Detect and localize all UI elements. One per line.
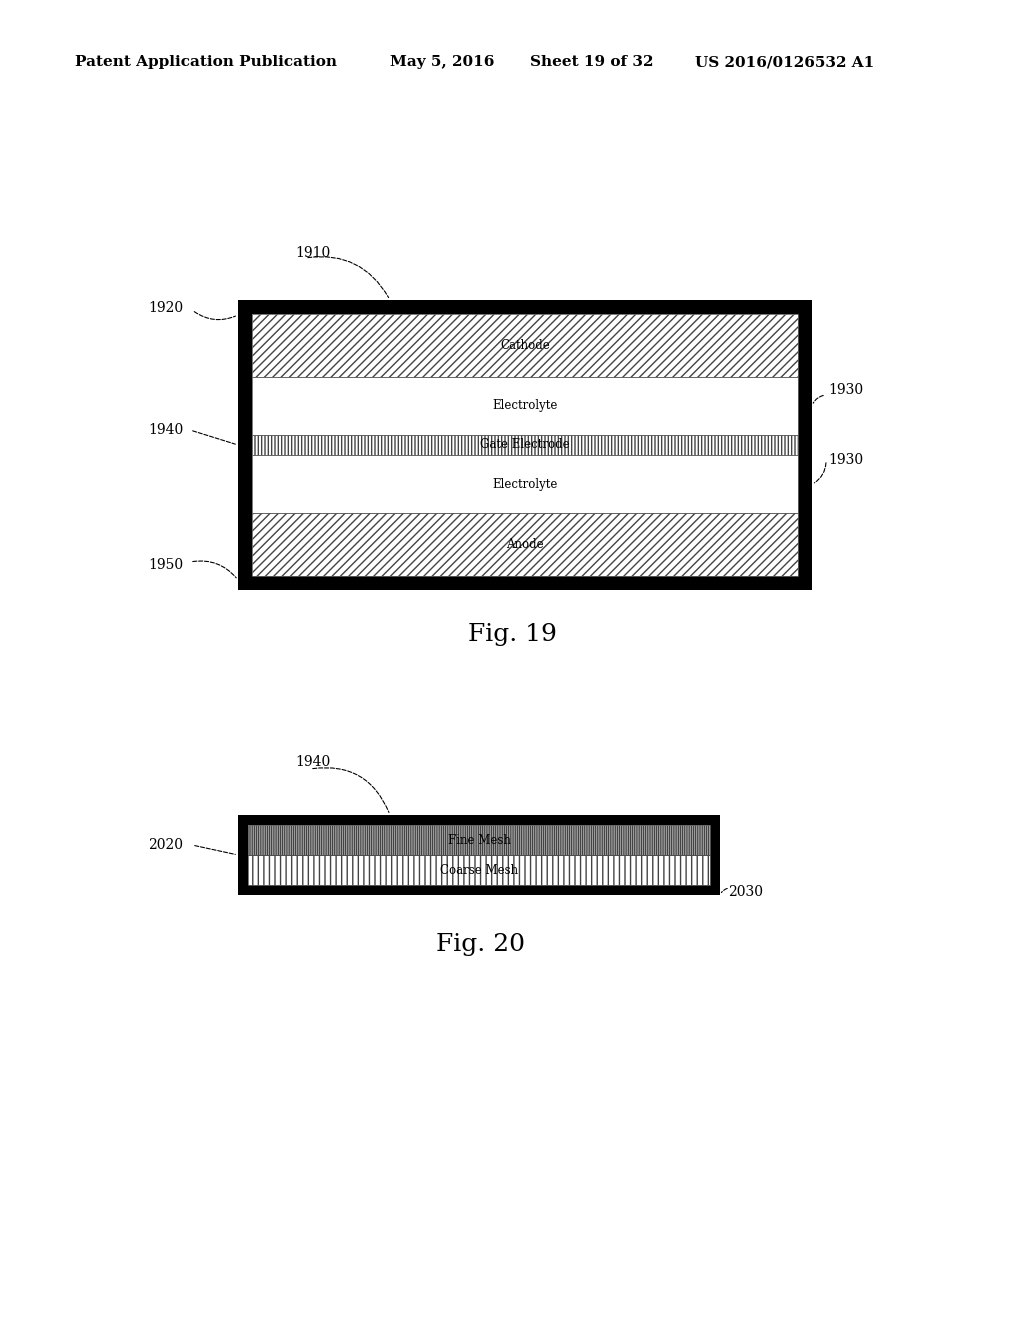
Bar <box>252 513 798 576</box>
Text: Anode: Anode <box>506 539 544 550</box>
Text: 1940: 1940 <box>295 755 331 770</box>
Text: Fig. 19: Fig. 19 <box>468 623 556 647</box>
Text: May 5, 2016: May 5, 2016 <box>390 55 495 69</box>
Bar <box>238 300 812 590</box>
Text: Patent Application Publication: Patent Application Publication <box>75 55 337 69</box>
Text: US 2016/0126532 A1: US 2016/0126532 A1 <box>695 55 874 69</box>
Text: Fine Mesh: Fine Mesh <box>447 833 510 846</box>
Bar <box>248 825 710 884</box>
Bar <box>252 314 798 378</box>
Text: 1930: 1930 <box>828 383 863 397</box>
Text: 1920: 1920 <box>148 301 183 315</box>
Text: Electrolyte: Electrolyte <box>493 399 558 412</box>
Text: 1910: 1910 <box>295 246 331 260</box>
Text: 1940: 1940 <box>148 422 183 437</box>
Bar <box>252 434 798 455</box>
Bar <box>248 855 710 884</box>
Text: Cathode: Cathode <box>500 339 550 352</box>
Text: 2020: 2020 <box>148 838 183 851</box>
Bar <box>252 314 798 576</box>
Text: 1930: 1930 <box>828 453 863 467</box>
Text: Sheet 19 of 32: Sheet 19 of 32 <box>530 55 653 69</box>
Bar <box>252 455 798 513</box>
Bar <box>238 814 720 895</box>
Bar <box>248 825 710 855</box>
Text: Gate Electrode: Gate Electrode <box>480 438 569 451</box>
Bar <box>252 378 798 434</box>
Text: Coarse Mesh: Coarse Mesh <box>440 863 518 876</box>
Text: 1950: 1950 <box>148 558 183 572</box>
Text: Electrolyte: Electrolyte <box>493 478 558 491</box>
Text: 2030: 2030 <box>728 884 763 899</box>
Text: Fig. 20: Fig. 20 <box>435 933 524 957</box>
